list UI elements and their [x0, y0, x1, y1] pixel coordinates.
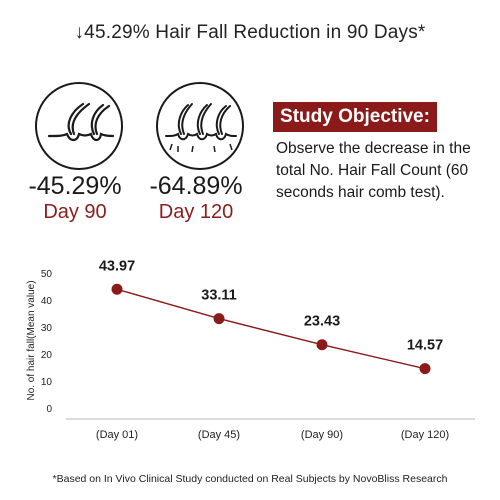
x-tick-label-1: (Day 45)	[198, 429, 240, 441]
objective-text: Observe the decrease in the total No. Ha…	[276, 140, 471, 201]
data-label-1: 33.11	[201, 288, 237, 304]
series-line	[116, 288, 426, 370]
y-tick-label-0: 0	[46, 404, 52, 415]
y-axis-label: No. of hair fall(Mean value)	[26, 280, 37, 400]
y-tick-label-4: 40	[41, 296, 53, 307]
data-label-2: 23.43	[304, 314, 340, 330]
x-tick-label-3: (Day 120)	[401, 429, 449, 441]
y-tick-label-3: 30	[41, 323, 53, 334]
hair-follicles-multiple-icon	[156, 82, 244, 170]
data-point-3	[419, 363, 431, 375]
y-tick-label-1: 10	[41, 377, 53, 388]
stat-percent-1: -45.29%	[28, 172, 122, 200]
y-tick-label-2: 20	[41, 350, 53, 361]
stat-day-2: Day 120	[158, 201, 234, 223]
x-tick-label-0: (Day 01)	[96, 429, 138, 441]
hair-follicles-icon	[35, 82, 123, 170]
stat-day-1: Day 90	[43, 201, 107, 223]
data-label-3: 14.57	[407, 338, 443, 354]
hair-fall-line-chart: 0 10 20 30 40 50 No. of hair fall(Mean value) (…	[26, 258, 475, 441]
objective-title: Study Objective:	[273, 102, 437, 132]
data-point-1	[213, 313, 225, 325]
footnote: *Based on In Vivo Clinical Study conduct…	[52, 473, 448, 485]
headline: ↓45.29% Hair Fall Reduction in 90 Days*	[74, 22, 426, 43]
y-tick-label-5: 50	[41, 269, 53, 280]
data-point-0	[111, 283, 123, 295]
data-point-2	[316, 339, 328, 351]
x-tick-label-2: (Day 90)	[301, 429, 343, 441]
data-label-0: 43.97	[99, 258, 135, 274]
stat-percent-2: -64.89%	[149, 172, 243, 200]
